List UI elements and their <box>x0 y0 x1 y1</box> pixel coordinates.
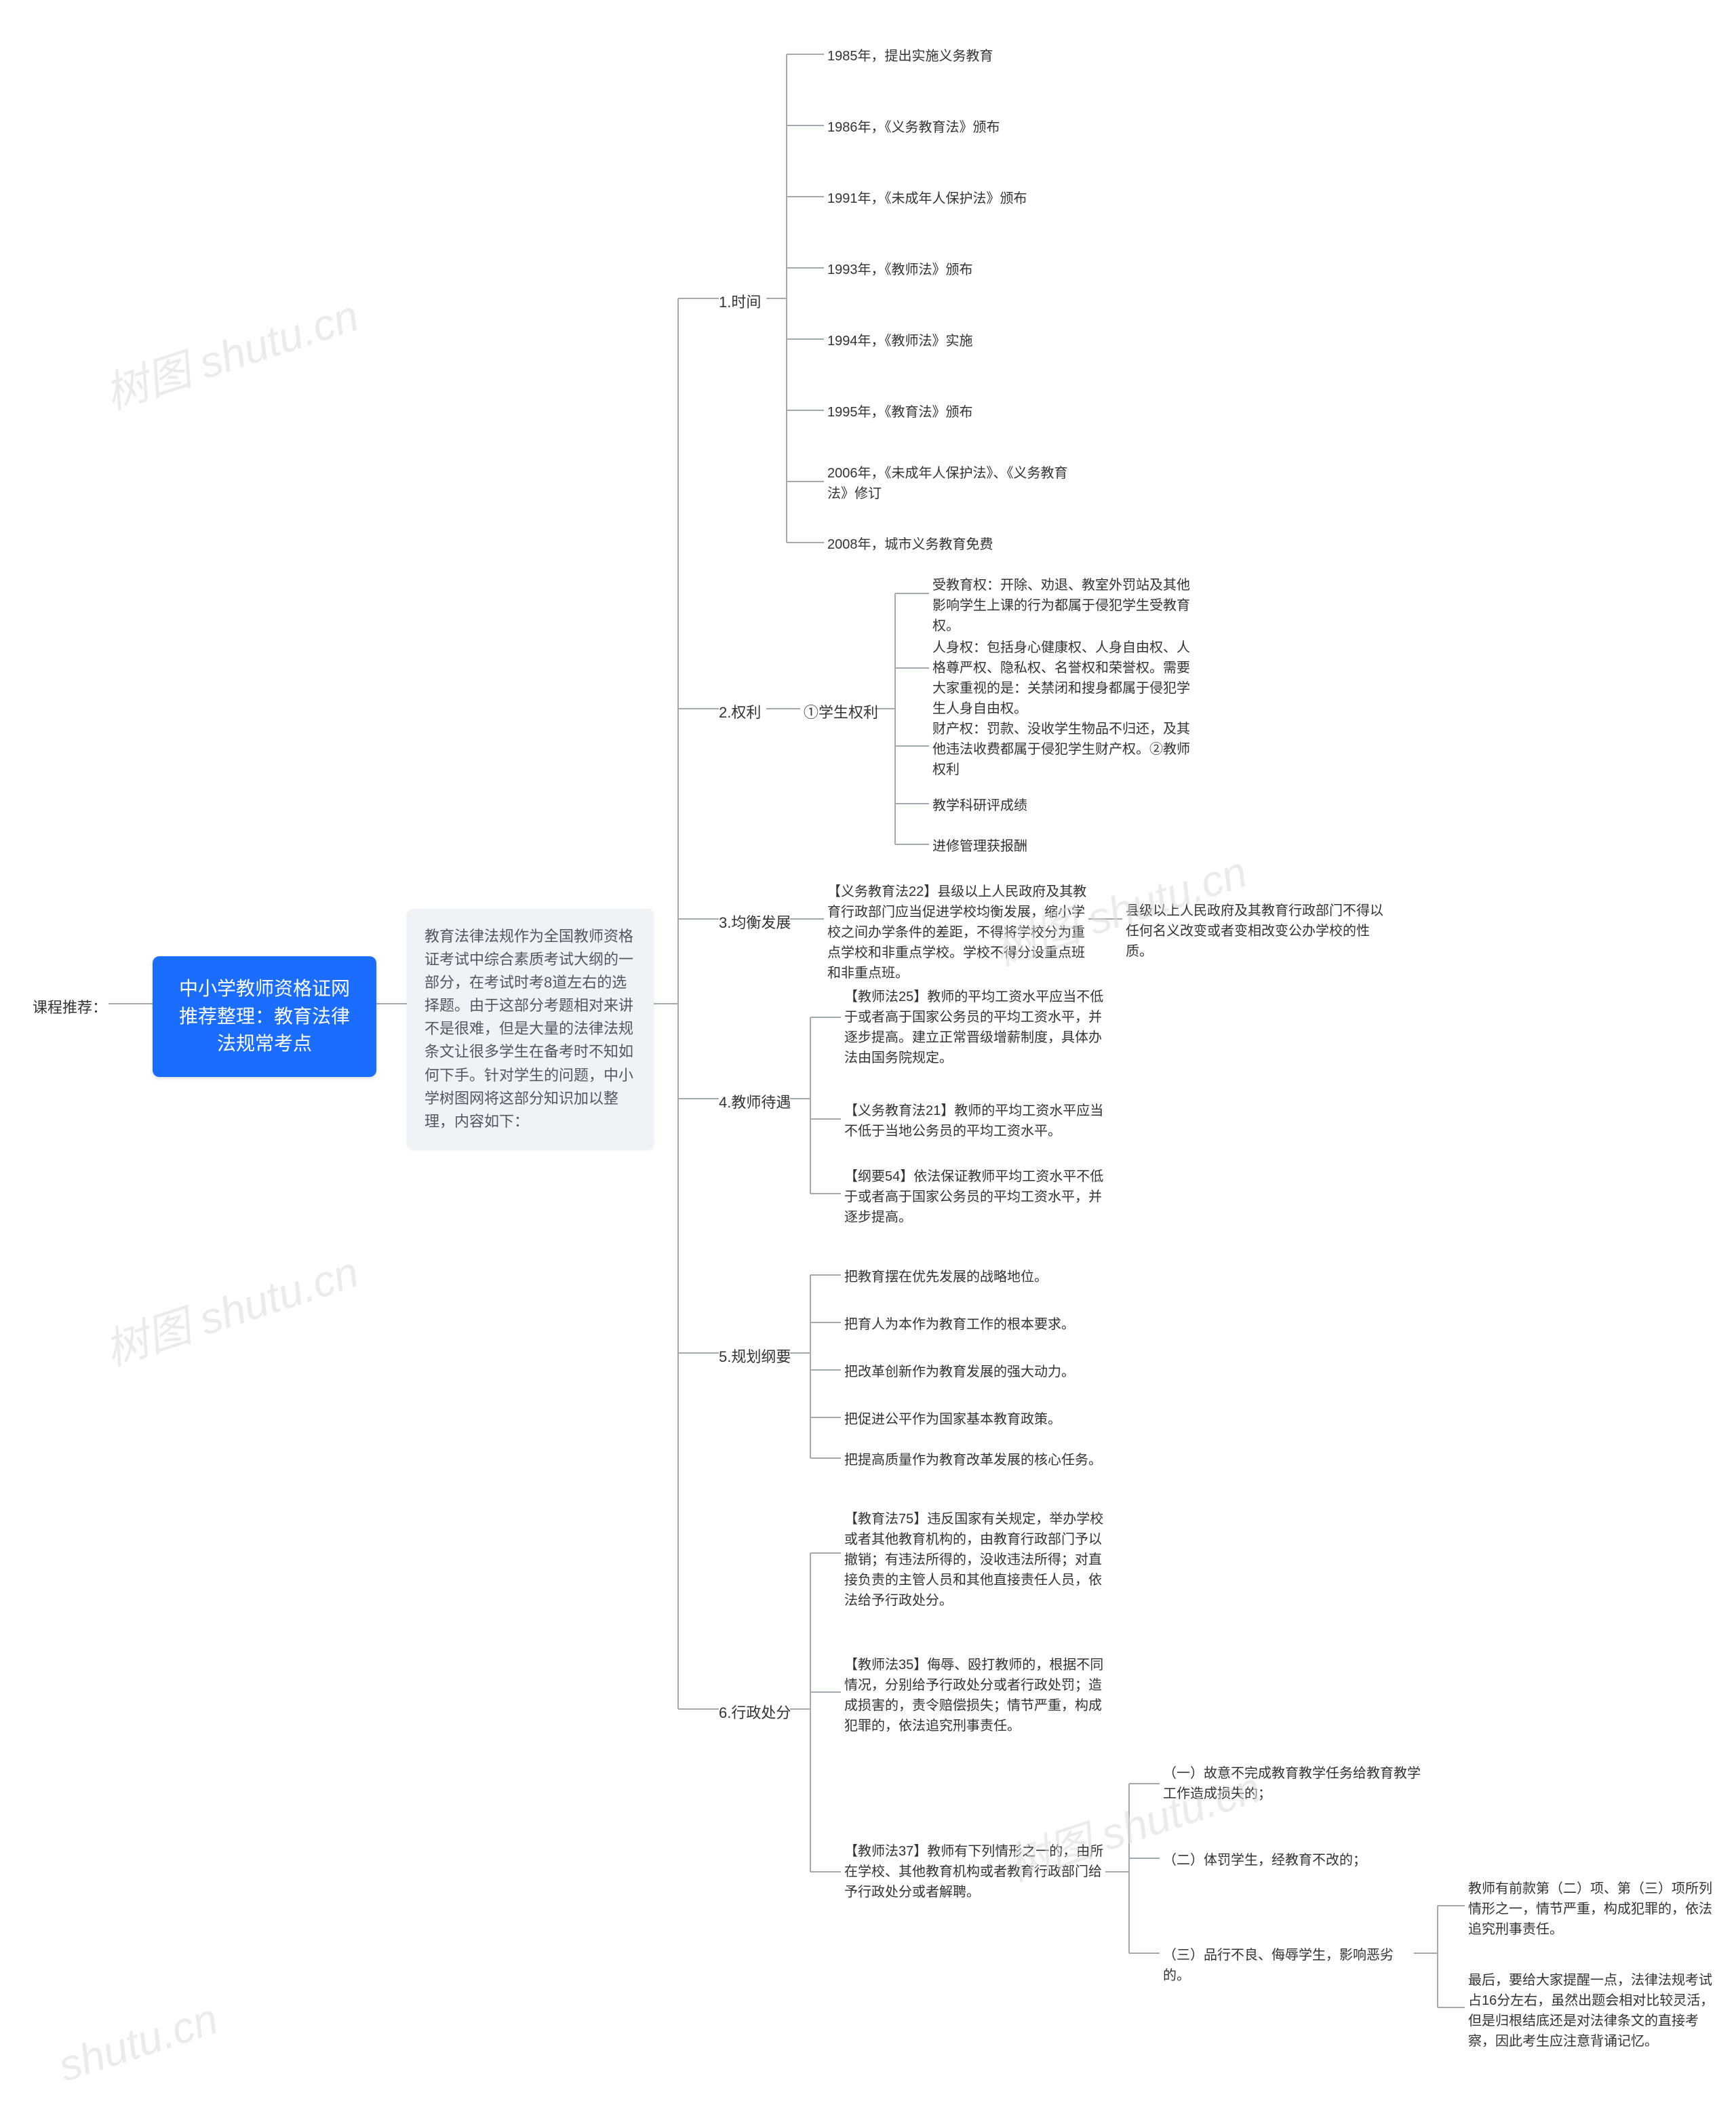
branch-6-item-2: 【教师法35】侮辱、殴打教师的，根据不同情况，分别给予行政处分或者行政处罚；造成… <box>844 1655 1105 1736</box>
branch-2-label[interactable]: 2.权利 <box>719 701 761 722</box>
branch-5-item-1: 把教育摆在优先发展的战略地位。 <box>844 1267 1112 1287</box>
branch-1-item-7: 2006年，《未成年人保护法》、《义务教育法》修订 <box>827 463 1078 504</box>
watermark: shutu.cn <box>52 1993 224 2092</box>
watermark: 树图 shutu.cn <box>96 1238 366 1378</box>
branch-2-child-label[interactable]: ①学生权利 <box>804 701 878 722</box>
branch-3-label[interactable]: 3.均衡发展 <box>719 911 791 933</box>
branch-4-label[interactable]: 4.教师待遇 <box>719 1091 791 1112</box>
center-topic-node[interactable]: 中小学教师资格证网推荐整理：教育法律法规常考点 <box>153 956 376 1077</box>
branch-3-item-1: 【义务教育法22】县级以上人民政府及其教育行政部门应当促进学校均衡发展，缩小学校… <box>827 882 1088 983</box>
branch-1-item-5: 1994年，《教师法》实施 <box>827 331 1065 351</box>
branch-1-item-8: 2008年，城市义务教育免费 <box>827 534 1065 555</box>
branch-4-item-1: 【教师法25】教师的平均工资水平应当不低于或者高于国家公务员的平均工资水平，并逐… <box>844 987 1112 1068</box>
branch-3-item-1-sub-1: 县级以上人民政府及其教育行政部门不得以任何名义改变或者变相改变公办学校的性质。 <box>1126 901 1394 962</box>
branch-5-item-2: 把育人为本作为教育工作的根本要求。 <box>844 1314 1112 1335</box>
branch-1-item-4: 1993年，《教师法》颁布 <box>827 260 1065 280</box>
branch-2-item-4: 教学科研评成绩 <box>932 796 1200 816</box>
branch-4-item-3: 【纲要54】依法保证教师平均工资水平不低于或者高于国家公务员的平均工资水平，并逐… <box>844 1166 1112 1228</box>
branch-6-item-1: 【教育法75】违反国家有关规定，举办学校或者其他教育机构的，由教育行政部门予以撤… <box>844 1509 1105 1611</box>
branch-1-item-3: 1991年，《未成年人保护法》颁布 <box>827 189 1065 209</box>
branch-1-item-1: 1985年，提出实施义务教育 <box>827 46 1065 66</box>
branch-1-label[interactable]: 1.时间 <box>719 290 761 312</box>
branch-5-item-5: 把提高质量作为教育改革发展的核心任务。 <box>844 1450 1112 1470</box>
branch-6-item-3: 【教师法37】教师有下列情形之一的，由所在学校、其他教育机构或者教育行政部门给予… <box>844 1841 1105 1902</box>
branch-6-label[interactable]: 6.行政处分 <box>719 1701 791 1723</box>
branch-5-label[interactable]: 5.规划纲要 <box>719 1345 791 1367</box>
branch-4-item-2: 【义务教育法21】教师的平均工资水平应当不低于当地公务员的平均工资水平。 <box>844 1101 1112 1141</box>
branch-2-item-5: 进修管理获报酬 <box>932 836 1200 857</box>
branch-6-item-3-sub-3: （三）品行不良、侮辱学生，影响恶劣的。 <box>1163 1945 1414 1986</box>
mindmap-root-label: 课程推荐： <box>33 996 107 1017</box>
branch-2-item-1: 受教育权：开除、劝退、教室外罚站及其他影响学生上课的行为都属于侵犯学生受教育权。 <box>932 575 1200 636</box>
description-node[interactable]: 教育法律法规作为全国教师资格证考试中综合素质考试大纲的一部分，在考试时考8道左右… <box>407 909 654 1150</box>
branch-5-item-3: 把改革创新作为教育发展的强大动力。 <box>844 1362 1112 1382</box>
branch-6-item-3-sub-2: （二）体罚学生，经教育不改的； <box>1163 1850 1421 1870</box>
branch-2-item-2: 人身权：包括身心健康权、人身自由权、人格尊严权、隐私权、名誉权和荣誉权。需要大家… <box>932 638 1200 719</box>
branch-6-item-3-sub-3-sub-1: 教师有前款第（二）项、第（三）项所列情形之一，情节严重，构成犯罪的，依法追究刑事… <box>1468 1879 1716 1940</box>
branch-6-item-3-sub-3-sub-2: 最后，要给大家提醒一点，法律法规考试占16分左右，虽然出题会相对比较灵活，但是归… <box>1468 1970 1716 2052</box>
branch-1-item-6: 1995年，《教育法》颁布 <box>827 402 1065 423</box>
branch-5-item-4: 把促进公平作为国家基本教育政策。 <box>844 1409 1112 1430</box>
branch-1-item-2: 1986年，《义务教育法》颁布 <box>827 117 1065 138</box>
watermark: 树图 shutu.cn <box>96 281 366 422</box>
branch-6-item-3-sub-1: （一）故意不完成教育教学任务给教育教学工作造成损失的； <box>1163 1763 1427 1804</box>
branch-2-item-3: 财产权：罚款、没收学生物品不归还，及其他违法收费都属于侵犯学生财产权。②教师权利 <box>932 719 1200 780</box>
